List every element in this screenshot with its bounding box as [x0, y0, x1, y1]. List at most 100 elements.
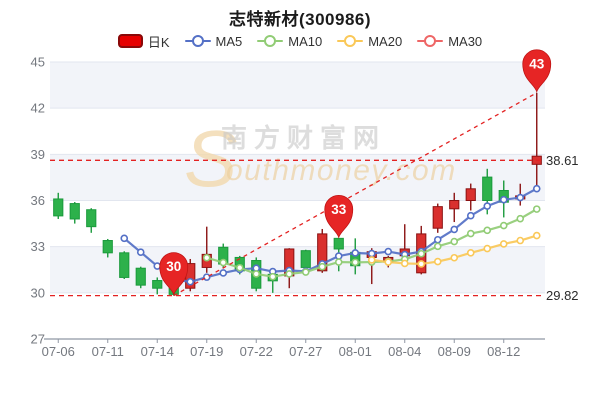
ma5-point	[202, 273, 211, 281]
candle	[86, 209, 97, 228]
ma5-point	[367, 249, 376, 258]
ma10-point	[301, 268, 310, 276]
ma10-legend-icon	[257, 34, 284, 48]
pin-label: 33	[331, 202, 347, 217]
ma10-point	[466, 229, 475, 238]
legend-item-ma20[interactable]: MA20	[337, 34, 402, 49]
legend-label: 日K	[147, 34, 170, 50]
ma5-point	[516, 193, 525, 202]
ma20-point	[433, 257, 442, 266]
legend-item-日k[interactable]: 日K	[117, 32, 170, 51]
candle	[119, 252, 130, 278]
candle	[53, 198, 64, 217]
legend-item-ma30[interactable]: MA30	[417, 34, 482, 49]
price-pin: 33	[324, 195, 354, 239]
pin-shape	[522, 49, 552, 94]
ma10-point	[516, 214, 525, 223]
ref-label-low: 29.82	[546, 288, 579, 303]
ma5-point	[186, 277, 195, 286]
ma10-point	[532, 205, 541, 213]
ma20-point	[384, 258, 393, 266]
pin-shape	[159, 252, 189, 296]
x-axis-label: 07-19	[190, 344, 223, 359]
legend-label: MA20	[368, 33, 403, 49]
ma10-point	[334, 258, 343, 266]
y-axis-label: 36	[31, 193, 45, 208]
chart-legend: 日K MA5 MA10 MA20 MA30	[0, 31, 600, 51]
candle	[135, 267, 146, 286]
ma20-point	[499, 240, 508, 248]
legend-label: MA10	[288, 33, 323, 49]
ma10-point	[318, 262, 327, 271]
ma5-point	[483, 202, 492, 210]
trend-line	[173, 92, 538, 297]
x-axis-label: 07-06	[42, 344, 75, 359]
ma10-point	[252, 270, 261, 278]
ma20-point	[367, 256, 376, 264]
x-axis-label: 08-09	[438, 344, 471, 359]
watermark-text-cn: 南方财富网	[221, 123, 386, 153]
y-axis-label: 39	[31, 147, 45, 162]
ma20-point	[466, 249, 475, 257]
x-axis-label: 07-14	[141, 344, 174, 359]
ma5-point	[532, 184, 541, 193]
ma5-point	[153, 262, 162, 270]
ref-label-high: 38.61	[546, 153, 579, 168]
ma10-point	[351, 258, 360, 267]
ma20-legend-icon	[337, 34, 364, 48]
candle	[300, 250, 311, 268]
ma5-point	[433, 235, 442, 244]
pin-label: 43	[529, 56, 545, 71]
price-pin: 43	[522, 49, 552, 94]
y-axis-label: 27	[31, 332, 45, 347]
x-axis-label: 07-27	[289, 344, 322, 359]
candle	[465, 188, 476, 201]
ma5-legend-icon	[184, 34, 211, 48]
chart-title: 志特新材(300986)	[228, 10, 372, 29]
ma5-point	[450, 225, 459, 234]
ma20-point	[532, 231, 541, 240]
ma5-point	[351, 249, 360, 257]
ma20-point	[450, 253, 459, 262]
candle	[449, 200, 460, 210]
x-axis-label: 07-11	[92, 344, 124, 359]
candle	[69, 203, 80, 220]
ma5-point	[219, 269, 228, 277]
ma20-point	[417, 260, 426, 268]
ma5-point	[499, 195, 508, 204]
grid-band	[50, 154, 545, 201]
ma10-point	[285, 270, 294, 278]
chart-series: 30 33 43	[50, 49, 552, 297]
candle	[333, 237, 344, 250]
ma5-point	[136, 248, 145, 257]
ma5-point	[466, 211, 475, 220]
candle	[317, 233, 328, 272]
y-axis-label: 33	[31, 239, 45, 254]
pin-shape	[324, 195, 354, 239]
pin-label: 30	[166, 259, 181, 274]
ma10-point	[450, 237, 459, 246]
ma30-legend-icon	[417, 34, 444, 48]
ma10-point	[417, 249, 426, 258]
legend-label: MA5	[215, 33, 243, 49]
ma10-point	[483, 226, 492, 235]
ma5-point	[120, 234, 129, 243]
legend-item-ma10[interactable]: MA10	[257, 34, 322, 49]
ma10-point	[235, 263, 244, 272]
ma20-point	[400, 259, 409, 268]
y-axis-label: 42	[31, 101, 45, 116]
ma5-point	[334, 252, 343, 260]
x-axis-label: 08-04	[388, 344, 421, 359]
ma10-point	[202, 253, 211, 262]
x-axis-label: 07-22	[240, 344, 273, 359]
ma10-point	[433, 242, 442, 251]
x-axis-label: 08-12	[487, 344, 520, 359]
y-axis-label: 45	[31, 55, 45, 70]
grid-band	[50, 62, 545, 109]
legend-item-ma5[interactable]: MA5	[184, 33, 243, 49]
ma20-point	[483, 244, 492, 253]
candle	[432, 206, 443, 229]
